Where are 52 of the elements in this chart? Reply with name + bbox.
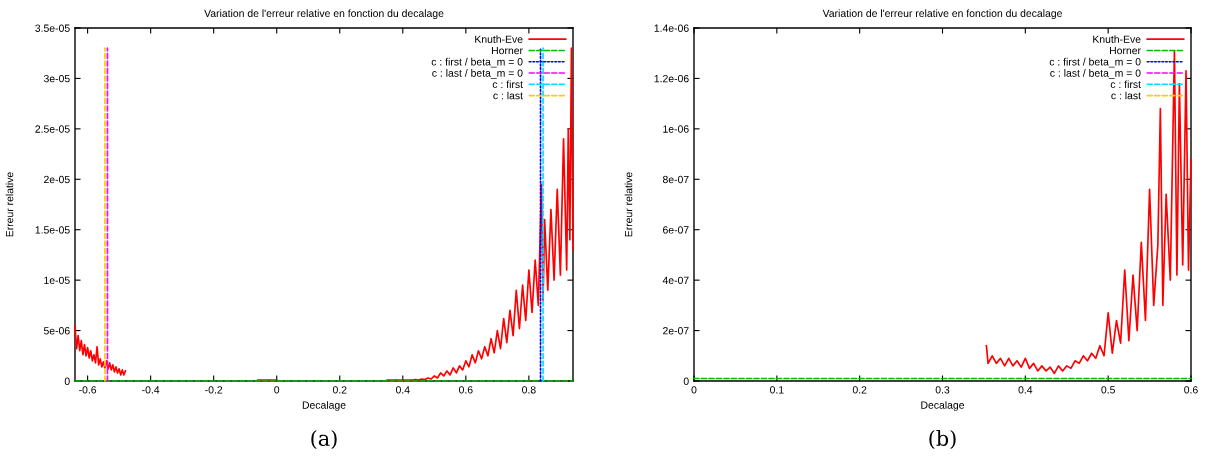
x-tick-label: 0.1 (770, 386, 784, 394)
y-tick-label: 3.5e-05 (35, 24, 70, 32)
x-tick-label: 0 (274, 386, 280, 394)
legend-label: c : first (492, 80, 523, 89)
legend-label: c : first (1110, 80, 1141, 89)
x-tick-label: 0.3 (935, 386, 950, 394)
x-tick-label: 0.2 (852, 386, 867, 394)
legend-label: c : last / beta_m = 0 (1050, 69, 1141, 79)
line-series (985, 49, 1192, 375)
legend-label: Horner (1110, 46, 1141, 55)
x-tick-label: 0.8 (522, 386, 536, 394)
y-tick-label: 5e-06 (43, 327, 70, 335)
chart-title: Variation de l'erreur relative en fonction du decalage (822, 9, 1062, 20)
text: (a) (311, 429, 337, 449)
y-tick-label: 0 (683, 377, 689, 385)
y-axis-title: Erreur relative (624, 172, 633, 237)
legend-label: Knuth-Eve (475, 35, 523, 43)
x-tick-label: -0.6 (79, 386, 97, 394)
legend-label: c : last (493, 91, 523, 100)
y-tick-label: 1.2e-06 (654, 74, 689, 83)
x-tick-label: 0.4 (1018, 386, 1033, 394)
legend-label: c : last (1111, 91, 1141, 100)
y-tick-label: 2e-07 (663, 327, 689, 335)
x-tick-label: 0.4 (395, 386, 410, 394)
x-tick-label: 0.5 (1101, 386, 1115, 394)
legend-label: Horner (492, 46, 523, 55)
y-tick-label: 3e-05 (43, 74, 70, 83)
y-tick-label: 6e-07 (663, 226, 689, 234)
y-tick-label: 4e-07 (662, 276, 689, 285)
y-tick-label: 0 (64, 377, 70, 385)
x-tick-label: 0.2 (332, 386, 347, 394)
x-tick-label: -0.2 (205, 386, 223, 394)
legend-label: Knuth-Eve (1093, 35, 1141, 43)
x-tick-label: 0 (691, 386, 697, 394)
y-axis-title: Erreur relative (5, 172, 14, 237)
x-axis-title: Decalage (921, 401, 965, 411)
y-tick-label: 2.5e-05 (35, 125, 70, 133)
y-tick-label: 1.5e-05 (35, 226, 70, 234)
y-tick-label: 1.4e-06 (654, 24, 689, 32)
legend-label: c : first / beta_m = 0 (431, 57, 523, 68)
x-axis-title: Decalage (302, 401, 346, 411)
chart-title: Variation de l'erreur relative en fonction du decalage (204, 9, 444, 20)
text: (b) (929, 429, 956, 449)
y-tick-label: 1e-05 (44, 276, 70, 285)
y-tick-label: 8e-07 (662, 175, 689, 184)
x-tick-label: 0.6 (459, 386, 473, 394)
y-tick-label: 1e-06 (663, 125, 689, 133)
legend-label: c : last / beta_m = 0 (432, 69, 523, 79)
x-tick-label: 0.6 (1184, 386, 1198, 394)
legend-label: c : first / beta_m = 0 (1049, 57, 1141, 68)
x-tick-label: -0.4 (142, 386, 160, 394)
y-tick-label: 2e-05 (44, 175, 70, 184)
